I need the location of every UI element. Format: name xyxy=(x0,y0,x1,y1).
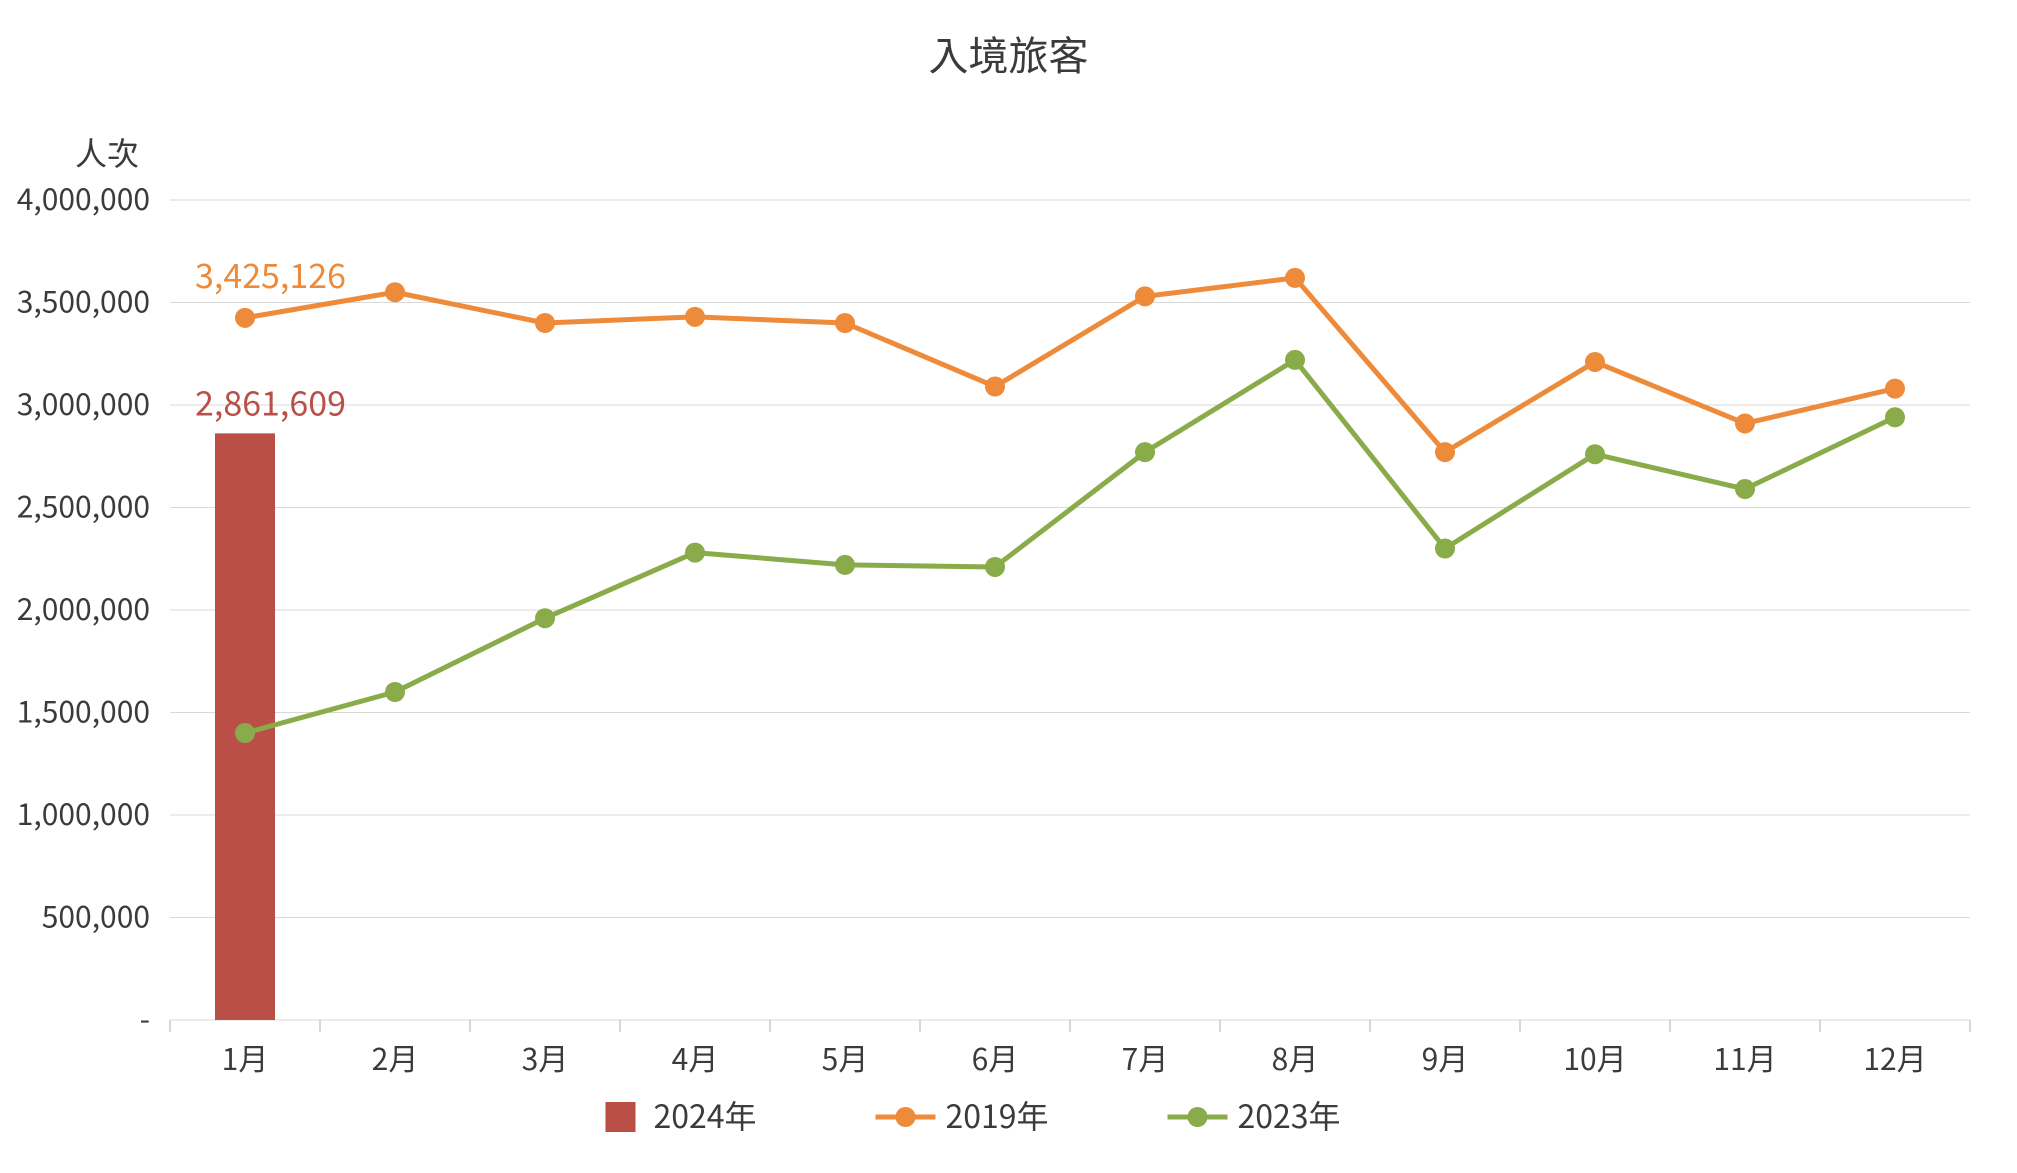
series-2019-marker xyxy=(1585,352,1605,372)
bar-2024-data-label: 2,861,609 xyxy=(195,376,346,425)
legend-swatch-marker xyxy=(896,1107,916,1127)
series-2019-marker xyxy=(835,313,855,333)
series-2023-marker xyxy=(1585,444,1605,464)
series-2019-marker xyxy=(1135,286,1155,306)
y-tick-label: 3,500,000 xyxy=(17,278,150,322)
series-2023-marker xyxy=(235,723,255,743)
legend-label: 2019年 xyxy=(946,1092,1049,1138)
series-2019-marker xyxy=(385,282,405,302)
y-axis-label: 人次 xyxy=(75,129,139,175)
y-tick-label: 2,500,000 xyxy=(17,483,150,527)
series-2019-marker xyxy=(685,307,705,327)
series-2023-marker xyxy=(535,608,555,628)
legend-swatch-rect xyxy=(606,1102,636,1132)
x-tick-label: 2月 xyxy=(372,1035,419,1079)
series-2023-marker xyxy=(985,557,1005,577)
series-2023-marker xyxy=(1885,407,1905,427)
y-tick-label: - xyxy=(140,995,150,1039)
series-2019-data-label: 3,425,126 xyxy=(195,249,346,298)
x-tick-label: 3月 xyxy=(522,1035,569,1079)
chart-background xyxy=(0,0,2017,1173)
series-2023-marker xyxy=(685,543,705,563)
y-tick-label: 1,500,000 xyxy=(17,688,150,732)
y-tick-label: 4,000,000 xyxy=(17,175,150,219)
series-2019-marker xyxy=(1885,379,1905,399)
series-2023-marker xyxy=(1285,350,1305,370)
x-tick-label: 4月 xyxy=(672,1035,719,1079)
inbound-travelers-chart: 入境旅客 - 500,000 1,000,000 1,500,000 2,000,000 2… xyxy=(0,0,2017,1173)
y-tick-label: 3,000,000 xyxy=(17,380,150,424)
series-2019-marker xyxy=(1735,413,1755,433)
x-tick-label: 12月 xyxy=(1863,1035,1926,1079)
x-tick-label: 6月 xyxy=(972,1035,1019,1079)
legend-label: 2023年 xyxy=(1238,1092,1341,1138)
series-2019-marker xyxy=(1285,268,1305,288)
series-2023-marker xyxy=(1135,442,1155,462)
x-tick-label: 10月 xyxy=(1563,1035,1626,1079)
x-tick-label: 1月 xyxy=(222,1035,269,1079)
series-2023-marker xyxy=(385,682,405,702)
series-2019-marker xyxy=(1435,442,1455,462)
y-tick-label: 1,000,000 xyxy=(17,790,150,834)
chart-container: 入境旅客 - 500,000 1,000,000 1,500,000 2,000,000 2… xyxy=(0,0,2017,1173)
x-tick-label: 7月 xyxy=(1122,1035,1169,1079)
y-tick-label: 2,000,000 xyxy=(17,585,150,629)
x-tick-label: 9月 xyxy=(1422,1035,1469,1079)
series-2023-marker xyxy=(835,555,855,575)
series-2023-marker xyxy=(1435,539,1455,559)
legend-swatch-marker xyxy=(1188,1107,1208,1127)
series-2019-marker xyxy=(535,313,555,333)
chart-title: 入境旅客 xyxy=(929,24,1089,82)
series-2019-marker xyxy=(235,308,255,328)
y-tick-label: 500,000 xyxy=(42,893,150,937)
series-2023-marker xyxy=(1735,479,1755,499)
series-2019-marker xyxy=(985,377,1005,397)
legend-label: 2024年 xyxy=(654,1092,757,1138)
x-tick-label: 5月 xyxy=(822,1035,869,1079)
x-tick-label: 11月 xyxy=(1713,1035,1776,1079)
x-tick-label: 8月 xyxy=(1272,1035,1319,1079)
